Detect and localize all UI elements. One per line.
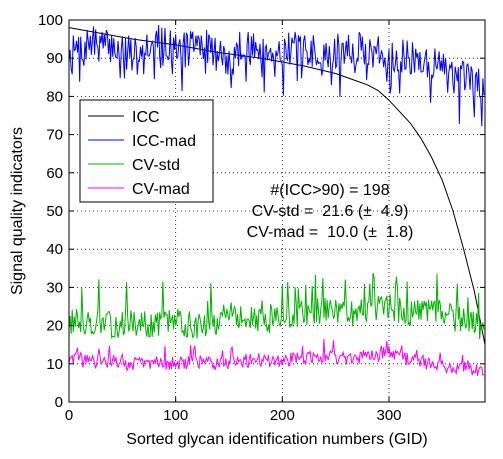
series-line-cv-mad (68, 338, 485, 376)
x-axis-label: Sorted glycan identification numbers (GI… (126, 431, 427, 448)
series-lines (68, 24, 486, 376)
legend-label: CV-std (132, 157, 180, 174)
x-tick-label: 300 (376, 407, 401, 424)
y-tick-label: 50 (46, 203, 63, 220)
y-tick-label: 30 (46, 279, 63, 296)
y-tick-label: 80 (46, 88, 63, 105)
legend-box (79, 99, 214, 203)
grid-lines (69, 20, 485, 402)
legend-label: CV-mad (132, 181, 190, 198)
legend-label: ICC-mad (132, 133, 196, 150)
series-line-icc-mad (68, 24, 485, 127)
x-tick-label: 100 (163, 407, 188, 424)
y-tick-label: 90 (46, 50, 63, 67)
annotation-cv-std: CV-std = 21.6 (± 4.9) (252, 203, 409, 220)
y-tick-label: 20 (46, 318, 63, 335)
y-tick-label: 70 (46, 127, 63, 144)
axis-ticks: 0 100 200 300 0 10 20 30 40 50 60 70 80 90 100 (38, 12, 485, 424)
y-tick-label: 40 (46, 241, 63, 258)
y-tick-label: 0 (55, 394, 63, 411)
x-tick-label: 0 (65, 407, 73, 424)
y-tick-label: 60 (46, 165, 63, 182)
series-line-cv-std (68, 272, 485, 340)
legend-label: ICC (132, 109, 160, 126)
annotation-icc-count: #(ICC>90) = 198 (270, 182, 389, 199)
x-tick-label: 200 (270, 407, 295, 424)
annotation-cv-mad: CV-mad = 10.0 (± 1.8) (247, 224, 414, 241)
y-tick-label: 100 (38, 12, 63, 29)
y-axis-label: Signal quality indicators (9, 127, 26, 295)
y-tick-label: 10 (46, 356, 63, 373)
legend: ICC ICC-mad CV-std CV-mad (79, 99, 214, 203)
